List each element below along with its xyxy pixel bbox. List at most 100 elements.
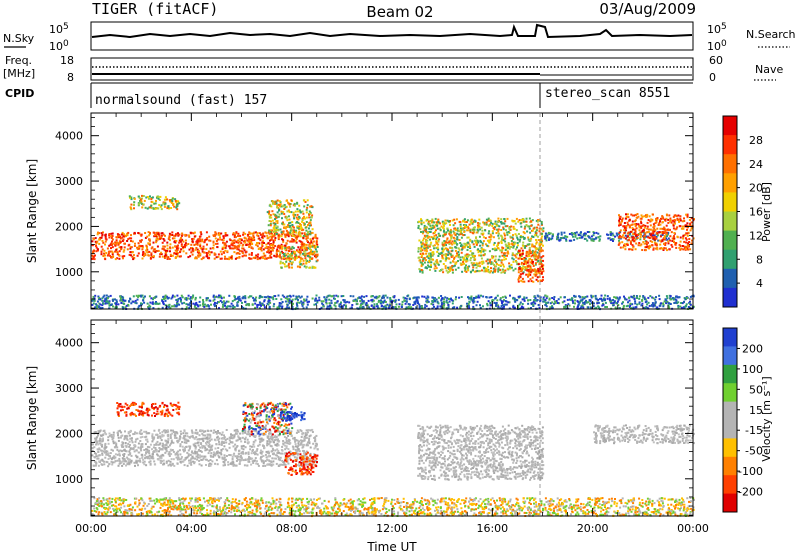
data-cell bbox=[525, 224, 528, 226]
data-cell bbox=[152, 307, 155, 310]
data-cell bbox=[623, 229, 626, 232]
data-cell bbox=[218, 440, 220, 443]
data-cell bbox=[681, 225, 684, 228]
data-cell bbox=[489, 261, 492, 264]
data-cell bbox=[505, 257, 507, 260]
data-cell bbox=[138, 244, 141, 247]
data-cell bbox=[277, 238, 280, 241]
data-cell bbox=[428, 223, 431, 226]
data-cell bbox=[444, 219, 447, 222]
data-cell bbox=[522, 306, 525, 309]
data-cell bbox=[215, 295, 218, 298]
data-cell bbox=[122, 233, 125, 236]
data-cell bbox=[278, 235, 281, 238]
data-cell bbox=[297, 265, 300, 268]
data-cell bbox=[162, 238, 165, 240]
data-cell bbox=[230, 257, 233, 260]
data-cell bbox=[330, 306, 333, 309]
data-cell bbox=[377, 300, 380, 303]
data-cell bbox=[663, 235, 666, 237]
data-cell bbox=[480, 251, 482, 254]
data-cell bbox=[250, 238, 253, 241]
data-cell bbox=[438, 238, 441, 241]
data-cell bbox=[442, 271, 445, 274]
data-cell bbox=[93, 297, 96, 300]
data-cell bbox=[299, 256, 302, 259]
data-cell bbox=[672, 227, 675, 230]
data-cell bbox=[326, 305, 329, 308]
data-cell bbox=[533, 268, 536, 271]
data-cell bbox=[280, 243, 283, 246]
data-cell bbox=[503, 305, 505, 308]
data-cell bbox=[604, 306, 607, 308]
data-cell bbox=[488, 271, 491, 274]
data-cell bbox=[393, 296, 396, 299]
data-cell bbox=[248, 242, 251, 245]
data-cell bbox=[456, 229, 459, 232]
data-cell bbox=[109, 452, 112, 455]
data-cell bbox=[456, 254, 459, 257]
data-cell bbox=[501, 302, 503, 304]
data-cell bbox=[642, 231, 645, 234]
data-cell bbox=[615, 297, 618, 300]
data-cell bbox=[502, 247, 505, 250]
data-cell bbox=[334, 302, 337, 304]
data-cell bbox=[380, 301, 383, 303]
data-cell bbox=[293, 226, 295, 229]
data-cell bbox=[275, 230, 278, 233]
data-cell bbox=[289, 240, 292, 243]
data-cell bbox=[137, 202, 140, 205]
data-cell bbox=[622, 306, 625, 309]
data-cell bbox=[538, 272, 541, 275]
data-cell bbox=[403, 299, 406, 302]
data-cell bbox=[624, 217, 627, 220]
data-cell bbox=[268, 296, 271, 298]
data-cell bbox=[661, 234, 664, 236]
data-cell bbox=[301, 249, 304, 252]
data-cell bbox=[241, 255, 244, 258]
data-cell bbox=[276, 206, 278, 209]
data-cell bbox=[627, 216, 630, 219]
data-cell bbox=[466, 219, 469, 222]
data-cell bbox=[129, 246, 132, 248]
data-cell bbox=[529, 231, 532, 234]
data-cell bbox=[648, 237, 651, 239]
data-cell bbox=[189, 296, 192, 299]
data-cell bbox=[527, 236, 530, 239]
data-cell bbox=[274, 203, 276, 205]
data-cell bbox=[665, 217, 668, 220]
data-cell bbox=[671, 240, 674, 242]
data-cell bbox=[607, 237, 610, 240]
data-cell bbox=[523, 245, 526, 248]
data-cell bbox=[213, 253, 216, 256]
data-cell bbox=[540, 263, 543, 265]
data-cell bbox=[446, 248, 449, 251]
data-cell bbox=[139, 199, 141, 202]
data-cell bbox=[420, 306, 423, 309]
data-cell bbox=[123, 255, 126, 258]
data-cell bbox=[477, 265, 480, 267]
data-cell bbox=[243, 254, 246, 257]
data-cell bbox=[535, 239, 537, 241]
data-cell bbox=[472, 305, 475, 308]
data-cell bbox=[430, 241, 433, 244]
data-cell bbox=[432, 296, 434, 299]
data-cell bbox=[298, 216, 301, 219]
data-cell bbox=[656, 248, 659, 251]
data-cell bbox=[676, 219, 679, 221]
data-cell bbox=[191, 241, 194, 244]
data-cell bbox=[497, 304, 499, 307]
data-cell bbox=[551, 237, 554, 240]
data-cell bbox=[208, 235, 211, 238]
data-cell bbox=[487, 262, 490, 265]
data-cell bbox=[205, 252, 208, 254]
data-cell bbox=[302, 222, 305, 225]
data-cell bbox=[309, 258, 312, 260]
data-cell bbox=[502, 226, 505, 229]
data-cell bbox=[562, 236, 565, 239]
data-cell bbox=[594, 295, 597, 298]
data-cell bbox=[592, 302, 595, 305]
data-cell bbox=[491, 225, 494, 227]
data-cell bbox=[453, 264, 456, 267]
data-cell bbox=[650, 219, 653, 222]
